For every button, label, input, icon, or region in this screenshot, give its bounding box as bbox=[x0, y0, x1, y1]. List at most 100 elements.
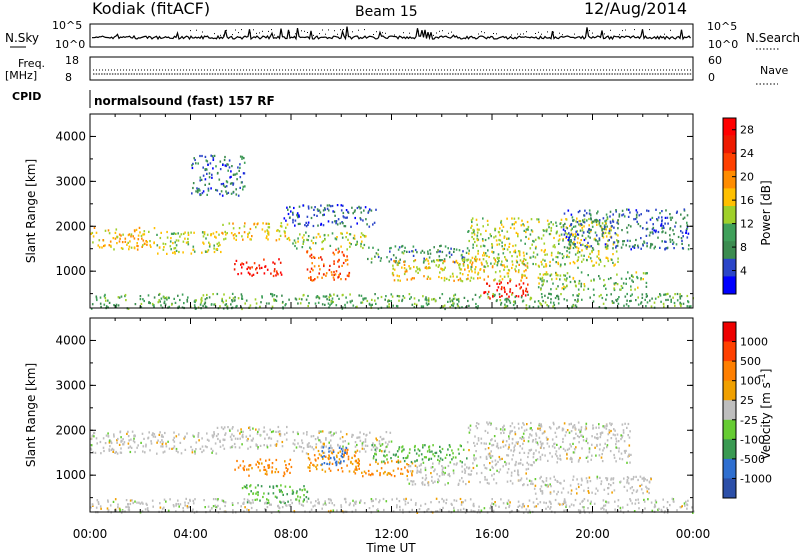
heatmap-cell bbox=[178, 305, 180, 308]
heatmap-cell bbox=[310, 253, 313, 256]
heatmap-cell bbox=[618, 447, 620, 450]
heatmap-cell bbox=[612, 261, 614, 264]
heatmap-cell bbox=[573, 451, 576, 454]
heatmap-cell bbox=[517, 250, 520, 253]
heatmap-cell bbox=[194, 498, 196, 501]
heatmap-cell bbox=[224, 432, 227, 435]
nsearch-point bbox=[295, 33, 296, 35]
heatmap-cell bbox=[645, 272, 648, 275]
heatmap-cell bbox=[333, 432, 335, 435]
heatmap-cell bbox=[339, 445, 341, 448]
heatmap-cell bbox=[247, 232, 249, 236]
heatmap-cell bbox=[506, 265, 508, 268]
heatmap-cell bbox=[587, 235, 590, 238]
heatmap-cell bbox=[546, 273, 549, 276]
heatmap-cell bbox=[233, 268, 236, 271]
heatmap-cell bbox=[302, 242, 304, 245]
heatmap-cell bbox=[549, 483, 551, 486]
heatmap-cell bbox=[288, 239, 291, 242]
heatmap-cell bbox=[401, 446, 403, 449]
heatmap-cell bbox=[397, 260, 400, 263]
heatmap-cell bbox=[240, 263, 242, 266]
heatmap-cell bbox=[441, 471, 443, 474]
heatmap-cell bbox=[259, 458, 262, 461]
heatmap-cell bbox=[258, 428, 260, 431]
heatmap-cell bbox=[464, 511, 467, 514]
heatmap-cell bbox=[574, 244, 576, 247]
heatmap-cell bbox=[175, 435, 178, 438]
heatmap-cell bbox=[553, 236, 555, 240]
heatmap-cell bbox=[452, 304, 455, 307]
heatmap-cell bbox=[620, 438, 622, 441]
heatmap-cell bbox=[400, 468, 403, 471]
heatmap-cell bbox=[527, 467, 530, 470]
heatmap-cell bbox=[187, 502, 190, 505]
heatmap-cell bbox=[496, 243, 498, 246]
heatmap-cell bbox=[532, 501, 535, 504]
heatmap-cell bbox=[567, 247, 570, 250]
heatmap-cell bbox=[450, 247, 452, 250]
heatmap-cell bbox=[159, 236, 162, 240]
heatmap-cell bbox=[200, 193, 202, 196]
heatmap-cell bbox=[570, 489, 573, 492]
heatmap-cell bbox=[221, 231, 223, 234]
heatmap-cell bbox=[302, 240, 305, 243]
heatmap-cell bbox=[607, 487, 609, 490]
heatmap-cell bbox=[169, 245, 172, 248]
heatmap-cell bbox=[620, 452, 623, 455]
heatmap-cell bbox=[498, 243, 501, 246]
heatmap-cell bbox=[471, 261, 474, 264]
heatmap-cell bbox=[610, 236, 613, 239]
heatmap-cell bbox=[215, 498, 217, 501]
heatmap-cell bbox=[192, 499, 195, 502]
heatmap-cell bbox=[409, 267, 411, 270]
heatmap-cell bbox=[175, 249, 178, 252]
heatmap-cell bbox=[459, 460, 462, 463]
heatmap-cell bbox=[503, 431, 505, 434]
nsearch-point bbox=[238, 32, 239, 34]
heatmap-cell bbox=[482, 258, 485, 261]
heatmap-cell bbox=[542, 280, 545, 283]
heatmap-cell bbox=[353, 210, 356, 213]
heatmap-cell bbox=[107, 435, 110, 438]
heatmap-cell bbox=[472, 462, 474, 465]
heatmap-cell bbox=[441, 250, 444, 254]
heatmap-cell bbox=[346, 255, 348, 258]
heatmap-cell bbox=[429, 252, 432, 255]
heatmap-cell bbox=[461, 280, 464, 283]
nsearch-point bbox=[220, 34, 221, 36]
power-colorbar-label: Power [dB] bbox=[759, 180, 773, 245]
heatmap-cell bbox=[284, 460, 286, 463]
heatmap-cell bbox=[523, 270, 525, 273]
heatmap-cell bbox=[203, 231, 206, 234]
heatmap-cell bbox=[124, 293, 127, 297]
heatmap-cell bbox=[449, 275, 452, 278]
heatmap-region bbox=[391, 257, 529, 283]
heatmap-cell bbox=[427, 259, 429, 262]
colorbar-tick-label: 16 bbox=[740, 194, 754, 207]
heatmap-cell bbox=[520, 279, 522, 282]
heatmap-cell bbox=[279, 234, 282, 237]
heatmap-cell bbox=[666, 511, 669, 514]
heatmap-cell bbox=[621, 436, 623, 439]
heatmap-cell bbox=[104, 244, 106, 247]
heatmap-cell bbox=[509, 501, 511, 504]
heatmap-cell bbox=[327, 302, 330, 305]
heatmap-cell bbox=[522, 511, 525, 514]
heatmap-cell bbox=[491, 444, 493, 447]
heatmap-cell bbox=[333, 210, 336, 213]
heatmap-cell bbox=[621, 229, 623, 232]
heatmap-cell bbox=[171, 303, 173, 306]
nsearch-point bbox=[619, 34, 620, 36]
heatmap-cell bbox=[437, 249, 439, 252]
heatmap-cell bbox=[499, 295, 501, 298]
heatmap-cell bbox=[508, 504, 511, 507]
heatmap-cell bbox=[425, 267, 428, 270]
heatmap-cell bbox=[497, 257, 499, 260]
heatmap-cell bbox=[389, 247, 391, 250]
heatmap-cell bbox=[572, 225, 575, 228]
heatmap-cell bbox=[251, 499, 254, 502]
heatmap-cell bbox=[315, 465, 317, 468]
heatmap-cell bbox=[244, 222, 246, 225]
